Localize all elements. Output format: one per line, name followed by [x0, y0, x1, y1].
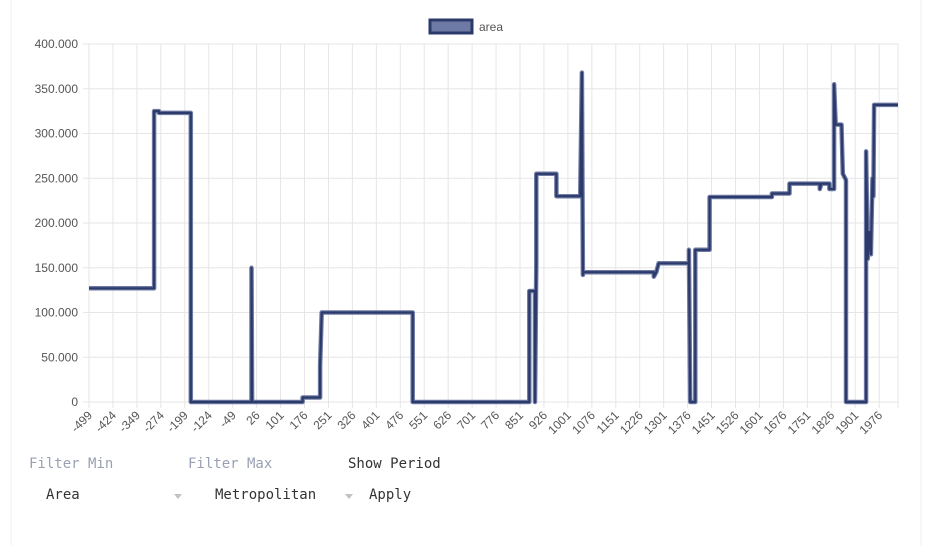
chart-card: [12, 0, 920, 546]
x-tick-label: 551: [406, 408, 430, 432]
y-tick-label: 100.000: [35, 306, 79, 320]
x-tick-label: 476: [382, 408, 406, 432]
x-tick-label: 1001: [545, 408, 574, 437]
area-dropdown-icon[interactable]: [174, 494, 182, 499]
y-tick-label: 50.000: [41, 350, 78, 364]
y-tick-label: 150.000: [35, 261, 79, 275]
x-tick-label: 701: [454, 408, 478, 432]
y-tick-label: 300.000: [35, 127, 79, 141]
y-axis: 400.000 350.000 300.000 250.000 200.000 150.0…: [35, 37, 79, 409]
filter-controls: Filter Min Filter Max Show Period Area M…: [0, 452, 928, 542]
y-tick-label: 0: [71, 395, 78, 409]
x-tick-label: 1076: [569, 408, 598, 437]
filter-max-label[interactable]: Filter Max: [188, 456, 273, 472]
x-tick-label: 176: [287, 408, 311, 432]
x-tick-label: -349: [116, 408, 143, 435]
y-tick-label: 400.000: [35, 37, 79, 51]
metropolitan-dropdown-icon[interactable]: [345, 494, 353, 499]
x-tick-label: 1676: [761, 408, 790, 437]
series-area: [89, 70, 898, 405]
x-tick-label: 1376: [665, 408, 694, 437]
x-tick-label: 1151: [594, 408, 622, 436]
x-tick-label: 1451: [689, 408, 718, 437]
x-tick-label: -124: [188, 408, 215, 435]
y-tick-label: 250.000: [35, 171, 79, 185]
x-tick-label: 626: [430, 408, 454, 432]
x-tick-label: 851: [502, 408, 526, 432]
x-tick-label: 101: [263, 408, 287, 432]
legend-swatch: [428, 18, 474, 35]
metropolitan-select[interactable]: Metropolitan: [215, 487, 317, 503]
legend-label: area: [479, 20, 503, 34]
series-line: [89, 71, 898, 404]
chart-grid: [83, 43, 899, 408]
y-tick-label: 200.000: [35, 216, 79, 230]
area-select[interactable]: Area: [46, 487, 80, 503]
x-tick-label: -499: [68, 408, 95, 435]
apply-button[interactable]: Apply: [369, 487, 412, 503]
x-tick-label: 1526: [713, 408, 742, 437]
x-tick-label: -199: [164, 408, 191, 435]
x-tick-label: 1601: [737, 408, 766, 437]
x-tick-label: 1751: [785, 408, 814, 437]
x-tick-label: -424: [92, 408, 119, 435]
y-tick-label: 350.000: [35, 82, 79, 96]
x-tick-label: 1826: [809, 408, 838, 437]
x-tick-label: 776: [478, 408, 502, 432]
series-line-outline: [89, 70, 898, 405]
x-tick-label: -274: [140, 408, 167, 435]
x-tick-label: 26: [243, 408, 263, 428]
chart-legend[interactable]: area: [428, 18, 503, 35]
filter-min-label[interactable]: Filter Min: [29, 456, 114, 472]
x-tick-label: 1226: [617, 408, 646, 437]
x-tick-label: 1976: [857, 408, 886, 437]
x-tick-label: 326: [334, 408, 358, 432]
x-tick-label: 1301: [641, 408, 670, 437]
x-tick-label: 401: [358, 408, 382, 432]
x-tick-label: 251: [311, 408, 335, 432]
x-tick-label: -49: [217, 408, 239, 430]
line-chart: 400.000 350.000 300.000 250.000 200.000 150.0…: [35, 18, 899, 437]
show-period-label[interactable]: Show Period: [348, 456, 441, 472]
x-tick-label: 1901: [833, 408, 862, 437]
x-axis: -499-424-349-274-199-124 -49 26 101 176 251 32…: [68, 408, 885, 437]
